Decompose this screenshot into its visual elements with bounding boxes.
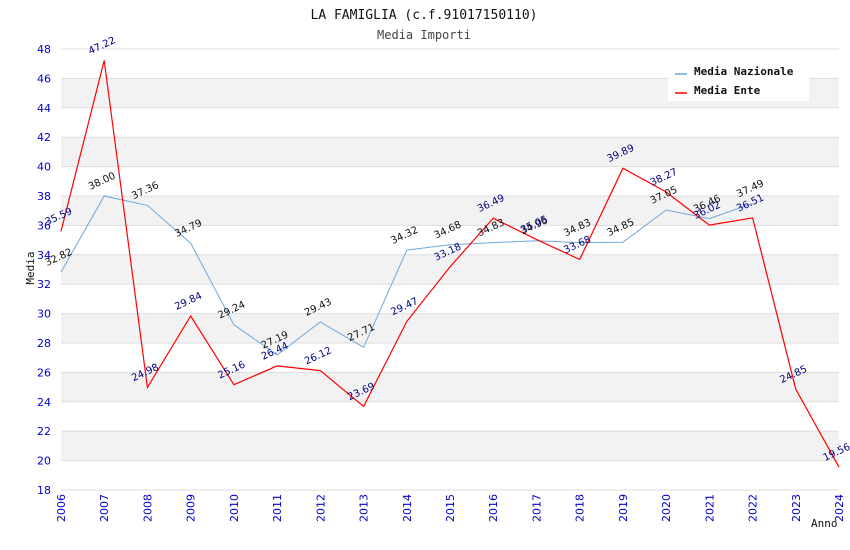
x-tick-label: 2008 (141, 494, 154, 522)
legend: Media Nazionale Media Ente (668, 63, 809, 101)
grid-band (61, 254, 839, 285)
x-axis-ticks: 2006 2007 2008 2009 2010 2011 2012 2013 2014 2015… (55, 494, 846, 522)
x-tick-label: 2019 (617, 494, 630, 522)
y-tick-label: 22 (37, 425, 51, 438)
x-tick-label: 2010 (228, 494, 241, 522)
y-tick-label: 24 (37, 396, 51, 409)
y-tick-label: 32 (37, 278, 51, 291)
y-tick-label: 28 (37, 337, 51, 350)
y-tick-label: 38 (37, 190, 51, 203)
data-label: 34.32 (389, 225, 420, 247)
grid-band (61, 372, 839, 402)
y-tick-label: 42 (37, 131, 51, 144)
data-label: 26.12 (303, 345, 334, 367)
y-tick-label: 18 (37, 484, 51, 497)
y-tick-label: 20 (37, 455, 51, 468)
x-tick-label: 2012 (314, 494, 327, 522)
x-tick-label: 2020 (660, 494, 673, 522)
y-tick-label: 40 (37, 161, 51, 174)
y-tick-label: 36 (37, 219, 51, 232)
x-tick-label: 2014 (401, 494, 414, 522)
x-tick-label: 2021 (703, 494, 716, 522)
x-tick-label: 2006 (55, 494, 68, 522)
y-tick-label: 30 (37, 308, 51, 321)
data-label: 29.84 (173, 291, 204, 313)
series-line-media-ente (60, 60, 840, 468)
series-lines (60, 60, 840, 468)
grid-band (61, 431, 839, 461)
x-tick-label: 2024 (833, 494, 846, 522)
grid-band (61, 313, 839, 343)
y-axis-label: Media (24, 251, 37, 284)
x-tick-label: 2009 (185, 494, 198, 522)
chart-subtitle: Media Importi (377, 28, 471, 42)
data-label: 38.00 (87, 171, 118, 193)
legend-label-media-nazionale: Media Nazionale (694, 65, 794, 78)
x-axis-label: Anno (811, 517, 838, 530)
x-tick-label: 2015 (444, 494, 457, 522)
x-tick-label: 2007 (98, 494, 111, 522)
chart-title: LA FAMIGLIA (c.f.91017150110) (311, 8, 538, 23)
legend-box (668, 63, 809, 101)
x-tick-label: 2011 (271, 494, 284, 522)
y-tick-label: 26 (37, 366, 51, 379)
series-line-media-nazionale (60, 195, 753, 356)
y-tick-label: 46 (37, 72, 51, 85)
y-axis-ticks: 18 20 22 24 26 28 30 32 34 36 38 40 42 44 46 48 (37, 43, 51, 497)
grid-band (61, 137, 839, 167)
y-tick-label: 44 (37, 102, 51, 115)
x-tick-label: 2016 (487, 494, 500, 522)
y-tick-label: 34 (37, 249, 51, 262)
x-tick-label: 2023 (790, 494, 803, 522)
x-tick-label: 2017 (530, 494, 543, 522)
y-tick-label: 48 (37, 43, 51, 56)
plot-grid (61, 48, 839, 491)
x-tick-label: 2022 (747, 494, 760, 522)
legend-label-media-ente: Media Ente (694, 84, 761, 97)
grid-band (61, 196, 839, 226)
data-label: 47.22 (87, 35, 118, 57)
x-tick-label: 2013 (358, 494, 371, 522)
x-tick-label: 2018 (574, 494, 587, 522)
